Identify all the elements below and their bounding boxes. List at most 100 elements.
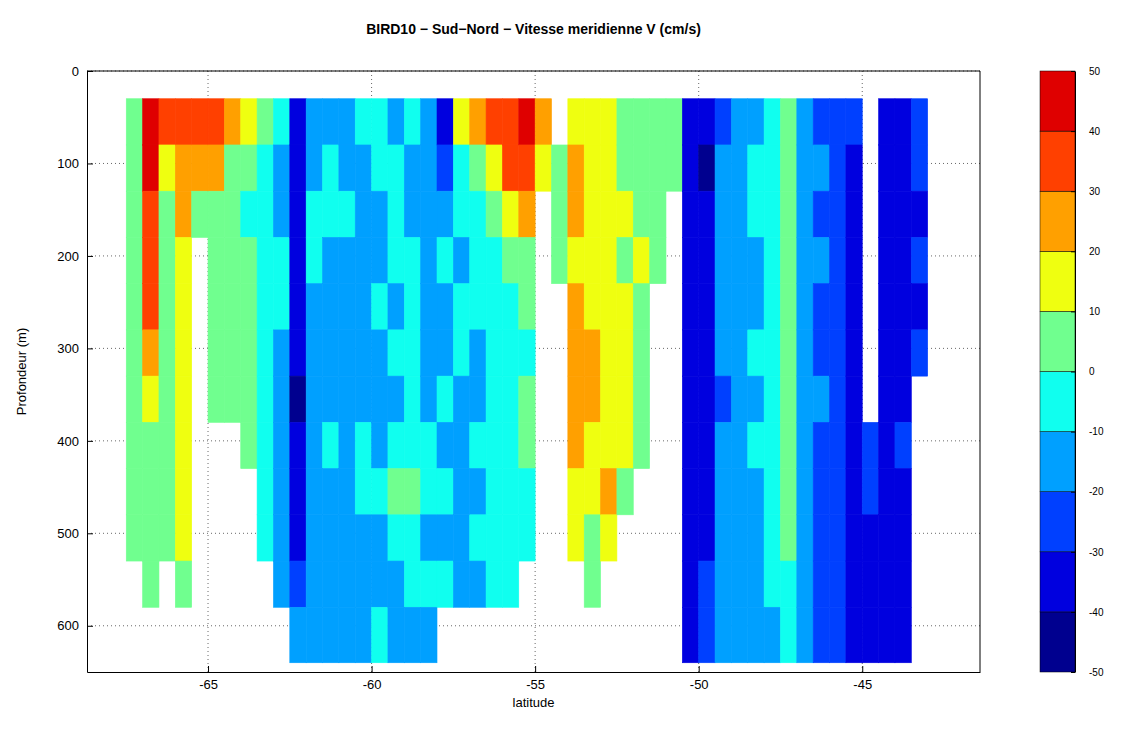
cell [731,515,747,561]
cell [911,191,927,237]
cell [682,284,698,330]
cell [879,145,895,191]
cell [257,515,273,561]
cell [421,515,437,561]
cell [780,607,796,662]
cell [273,284,289,330]
cell [813,469,829,515]
cell [797,330,813,376]
cell [764,284,780,330]
cell [224,145,240,191]
cell [486,191,502,237]
cell [175,515,191,561]
cell [208,191,224,237]
cell [748,237,764,283]
cell [797,515,813,561]
cell [797,607,813,662]
cell [470,561,486,607]
cell [617,330,633,376]
cell [699,376,715,422]
cell [862,469,878,515]
cell [650,191,666,237]
colorbar-tick: 10 [1071,306,1101,317]
cell [437,284,453,330]
cell [502,145,518,191]
cell [551,237,567,283]
cell [323,330,339,376]
cell [143,330,159,376]
cell [453,561,469,607]
cell [355,561,371,607]
cell [699,607,715,662]
cell [143,191,159,237]
cell [143,284,159,330]
cell [290,237,306,283]
cell [404,191,420,237]
cell [273,237,289,283]
cell [584,469,600,515]
cell [502,561,518,607]
cell [519,469,535,515]
cell [241,191,257,237]
cell [731,469,747,515]
colorbar-tick-mark [1071,492,1075,493]
colorbar-tick-label: -20 [1089,486,1104,497]
frame [87,71,980,72]
cell [437,330,453,376]
cell [257,284,273,330]
cell [780,422,796,468]
cell [339,330,355,376]
cell [797,191,813,237]
cell [159,145,175,191]
cell [813,284,829,330]
cell [339,237,355,283]
cell [323,515,339,561]
cell [306,422,322,468]
cell [323,237,339,283]
colorbar-axis: -50-40-30-20-1001020304050 [1071,66,1104,678]
cell [306,515,322,561]
cell [584,515,600,561]
cell [159,469,175,515]
cell [748,284,764,330]
cell [355,99,371,145]
cell [764,99,780,145]
cell [764,422,780,468]
x-tick: -60 [363,666,382,692]
cell [682,330,698,376]
cell [143,515,159,561]
cell [780,515,796,561]
cell [633,422,649,468]
cell [208,284,224,330]
cell [715,515,731,561]
cell [372,237,388,283]
cell [617,469,633,515]
cell [748,422,764,468]
cell [830,561,846,607]
cell [208,330,224,376]
x-tick-mark [372,666,373,672]
cell [470,330,486,376]
cell [306,99,322,145]
cell [143,237,159,283]
cell [388,237,404,283]
cell [404,145,420,191]
cell [437,145,453,191]
cell [323,191,339,237]
cell [797,376,813,422]
cell [355,422,371,468]
cell [846,515,862,561]
cell [421,561,437,607]
cell [290,191,306,237]
cell [388,145,404,191]
cell [175,99,191,145]
cell [143,99,159,145]
cell [813,145,829,191]
cell [175,145,191,191]
cell [486,376,502,422]
x-tick: -50 [690,666,709,692]
cell [911,237,927,283]
cell [502,422,518,468]
colorbar-level [1040,311,1075,371]
cell [421,330,437,376]
